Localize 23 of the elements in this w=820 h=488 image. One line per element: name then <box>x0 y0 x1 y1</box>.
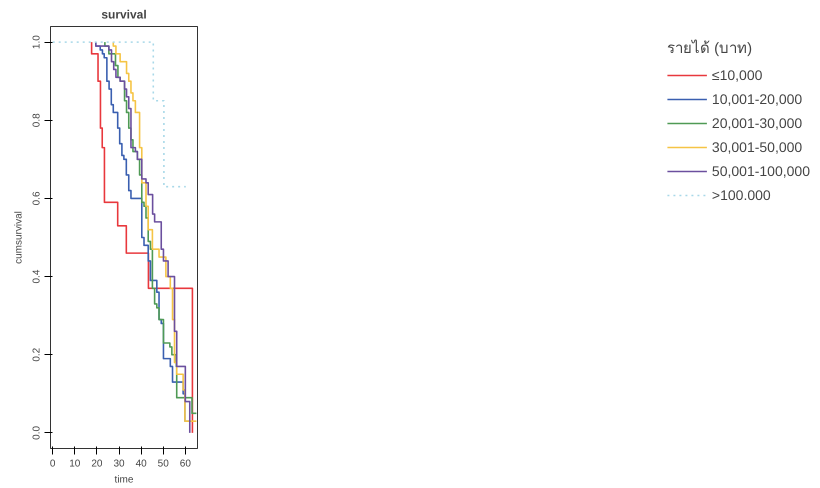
y-tick-label: 0.6 <box>32 191 42 206</box>
x-tick-label: 50 <box>158 458 170 470</box>
y-tick-label: 0.4 <box>32 269 42 284</box>
x-tick-label: 60 <box>180 458 192 470</box>
y-tick-label: 1.0 <box>32 34 42 50</box>
legend-label: >100.000 <box>712 187 771 203</box>
legend-label: 30,001-50,000 <box>712 139 802 155</box>
x-tick-label: 0 <box>50 458 56 470</box>
y-axis-title: cumsurvival <box>14 211 24 264</box>
y-tick-label: 0.0 <box>32 425 42 440</box>
legend-label: ≤10,000 <box>712 67 762 83</box>
x-axis-title: time <box>114 474 134 486</box>
legend-label: 50,001-100,000 <box>712 163 810 179</box>
legend-title: รายได้ (บาท) <box>666 38 754 59</box>
x-tick-label: 40 <box>136 458 148 470</box>
y-tick-label: 0.8 <box>32 112 42 128</box>
legend-label: 10,001-20,000 <box>712 91 802 107</box>
x-tick-label: 30 <box>113 458 126 470</box>
x-tick-label: 10 <box>69 458 81 470</box>
chart-title: survival <box>101 8 147 22</box>
y-tick-label: 0.2 <box>32 347 42 362</box>
legend-label: 20,001-30,000 <box>712 115 802 131</box>
x-tick-label: 20 <box>91 458 103 470</box>
